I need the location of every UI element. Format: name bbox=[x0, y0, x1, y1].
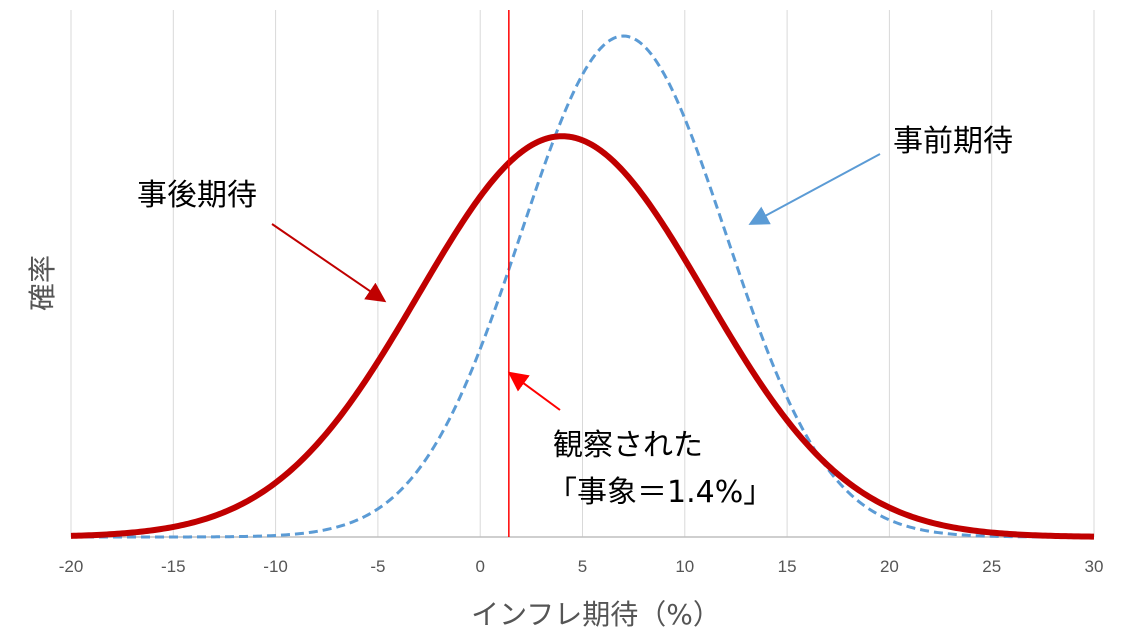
x-tick-label-9: 25 bbox=[982, 557, 1001, 576]
x-tick-label-5: 5 bbox=[578, 557, 587, 576]
series-posterior-curve bbox=[70, 133, 1095, 540]
x-axis-title: インフレ期待（%） bbox=[471, 598, 721, 631]
x-tick-label-4: 0 bbox=[475, 557, 484, 576]
y-axis-title: 確率 bbox=[26, 255, 59, 311]
grid-lines bbox=[70, 10, 1095, 537]
observed-arrow bbox=[507, 371, 561, 411]
x-tick-label-8: 20 bbox=[880, 557, 899, 576]
x-tick-label-7: 15 bbox=[778, 557, 797, 576]
x-tick-label-10: 30 bbox=[1085, 557, 1104, 576]
observed-label-line2: 「事象＝1.4%」 bbox=[547, 475, 773, 510]
x-tick-label-1: -15 bbox=[161, 557, 186, 576]
x-tick-labels: -20 -15 -10 -5 0 5 10 15 20 25 30 bbox=[59, 557, 1104, 576]
posterior-label: 事後期待 bbox=[137, 178, 257, 213]
posterior-arrow bbox=[271, 223, 387, 303]
x-tick-label-0: -20 bbox=[59, 557, 84, 576]
observed-label-line1: 観察された bbox=[553, 428, 703, 463]
series-prior-curve bbox=[71, 34, 1094, 539]
x-tick-label-2: -10 bbox=[263, 557, 288, 576]
prior-label: 事前期待 bbox=[893, 124, 1013, 159]
prior-arrow bbox=[748, 153, 881, 225]
x-tick-label-3: -5 bbox=[370, 557, 385, 576]
x-tick-label-6: 10 bbox=[675, 557, 694, 576]
